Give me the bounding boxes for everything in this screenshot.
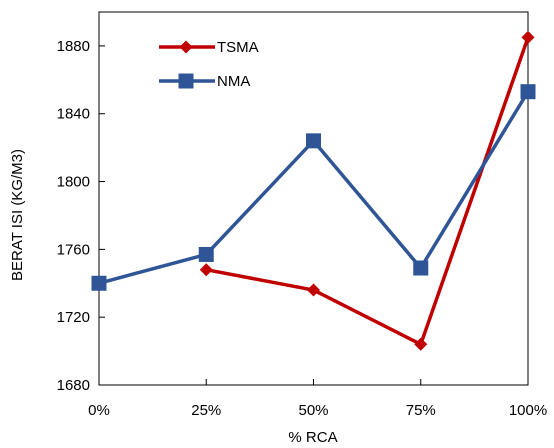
legend-item-nma: NMA [159, 73, 250, 90]
x-tick-label: 50% [298, 402, 328, 419]
y-tick-label: 1760 [57, 241, 90, 258]
y-tick-label: 1680 [57, 377, 90, 394]
data-point-nma [413, 260, 429, 276]
data-point-tsma [414, 337, 428, 351]
x-tick-label: 25% [191, 402, 221, 419]
legend-label: NMA [217, 73, 250, 90]
y-tick-label: 1800 [57, 174, 90, 191]
legend-marker [178, 73, 194, 89]
y-tick-label: 1880 [57, 38, 90, 55]
legend-marker [179, 40, 193, 54]
y-tick-label: 1840 [57, 106, 90, 123]
series-line-tsma [205, 36, 530, 347]
y-tick-label: 1720 [57, 309, 90, 326]
x-tick-label: 100% [509, 402, 547, 419]
x-axis-title: % RCA [288, 429, 337, 446]
y-axis-title: BERAT ISI (KG/M3) [9, 149, 26, 281]
legend: TSMA NMA [159, 39, 259, 90]
legend-label: TSMA [217, 39, 259, 56]
series-nma [91, 84, 536, 291]
data-point-nma [91, 275, 107, 291]
x-tick-label: 75% [406, 402, 436, 419]
data-point-tsma [307, 283, 320, 297]
data-point-tsma [199, 263, 213, 277]
series-layer [91, 30, 536, 351]
series-line-nma [98, 90, 530, 285]
data-point-tsma [521, 30, 535, 44]
data-point-nma [306, 133, 321, 149]
data-point-nma [520, 84, 536, 100]
x-tick-label: 0% [88, 402, 110, 419]
data-point-nma [198, 246, 214, 262]
x-axis: 0% 25% 50% 75% 100% [88, 379, 547, 419]
y-axis: 1680 1720 1760 1800 1840 1880 [57, 38, 105, 394]
legend-item-tsma: TSMA [159, 39, 259, 56]
series-tsma [199, 30, 535, 351]
